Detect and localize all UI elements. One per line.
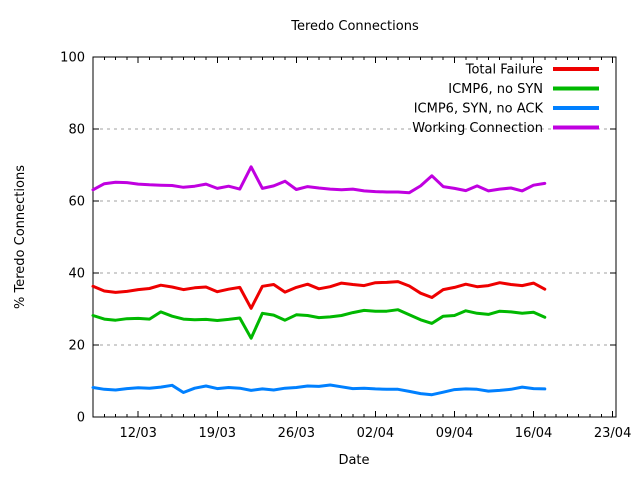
legend: Total Failure ICMP6, no SYN ICMP6, SYN, no… [412,63,599,136]
series-line-icmp6-syn-no-ack [91,383,547,397]
x-tick-label: 23/04 [594,426,631,441]
legend-entry: Total Failure [465,63,599,78]
y-tick-label: 60 [68,195,85,210]
legend-entry: Working Connection [412,121,599,136]
series-line-icmp6-no-syn [91,308,547,340]
x-axis-label: Date [338,453,369,468]
x-tick-label: 16/04 [515,426,552,441]
y-tick-label: 100 [60,51,85,66]
y-tick-label: 20 [68,339,85,354]
legend-label: ICMP6, SYN, no ACK [414,102,544,117]
chart-title: Teredo Connections [290,19,419,34]
x-tick-label: 26/03 [278,426,315,441]
x-tick-label: 19/03 [199,426,236,441]
legend-label: ICMP6, no SYN [448,82,543,97]
x-tick-label: 09/04 [436,426,473,441]
y-tick-label: 40 [68,267,85,282]
y-tick-label: 0 [77,411,85,426]
plot-border [92,56,617,418]
x-tick-label: 02/04 [357,426,394,441]
y-axis-label: % Teredo Connections [13,165,28,309]
legend-label: Total Failure [465,63,543,78]
x-tick-label: 12/03 [119,426,156,441]
series-line-working-connection [91,165,547,195]
legend-entry: ICMP6, SYN, no ACK [414,102,599,117]
legend-label: Working Connection [412,121,543,136]
y-tick-label: 80 [68,123,85,138]
series-line-total-failure [91,280,547,310]
legend-entry: ICMP6, no SYN [448,82,599,97]
